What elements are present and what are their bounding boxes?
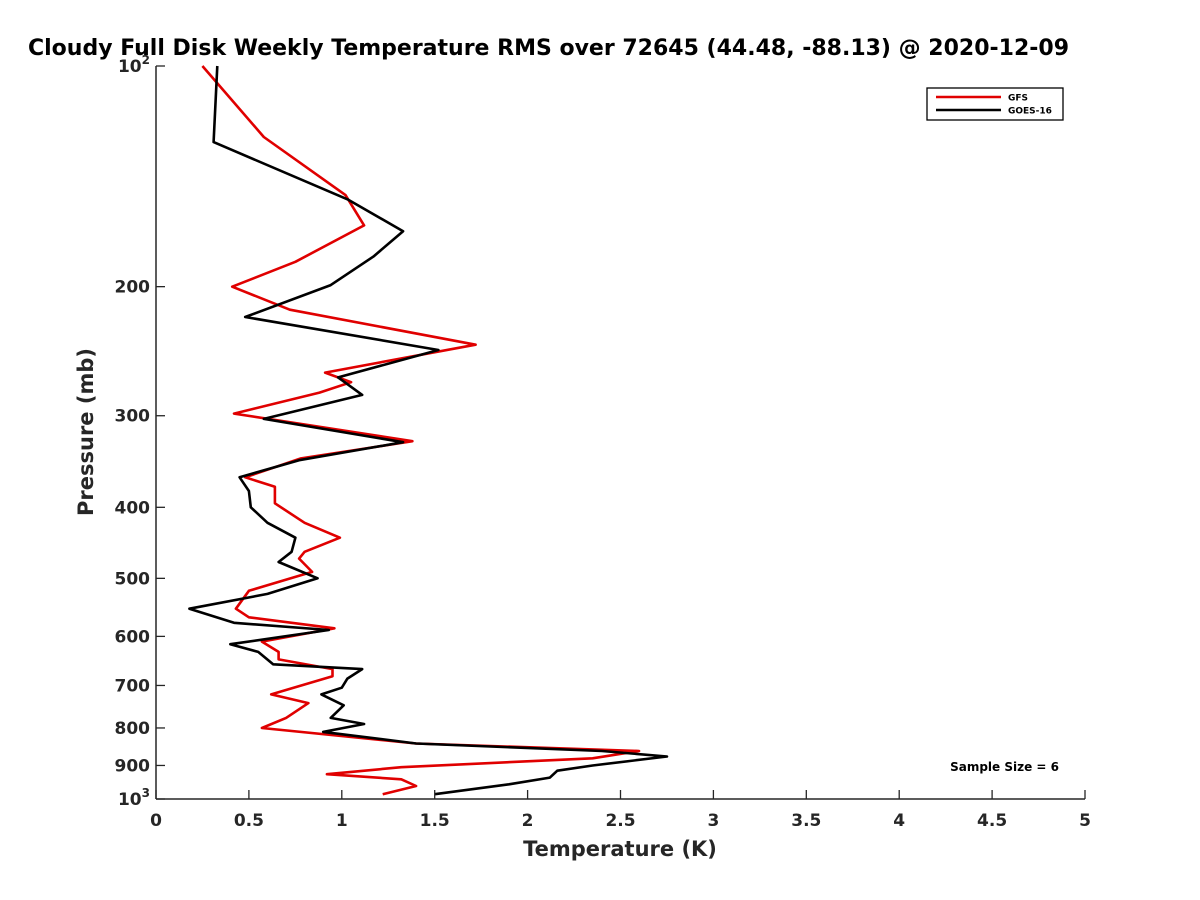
y-tick-label: 200 (115, 278, 151, 298)
y-tick-label: 900 (115, 756, 151, 776)
x-tick-label: 3 (707, 811, 719, 831)
y-tick-label: 102 (118, 53, 150, 77)
series-layer (188, 65, 669, 796)
y-tick-label: 300 (115, 407, 151, 427)
legend-label-gfs: GFS (1008, 94, 1028, 104)
series-line-gfs (201, 65, 641, 796)
series-line-goes-16 (188, 65, 669, 796)
y-tick-label: 700 (115, 676, 151, 696)
y-tick-label: 600 (115, 627, 151, 647)
legend-label-goes-16: GOES-16 (1008, 107, 1052, 117)
y-axis-label: Pressure (mb) (74, 348, 98, 516)
x-tick-label: 4.5 (977, 811, 1007, 831)
x-tick-label: 3.5 (791, 811, 821, 831)
y-tick-label: 103 (118, 786, 150, 810)
sample-size-annotation: Sample Size = 6 (950, 760, 1059, 774)
legend: GFS GOES-16 (926, 87, 1064, 121)
x-tick-label: 2 (522, 811, 534, 831)
y-tick-label: 500 (115, 569, 151, 589)
axes: 0 0.5 1 1.5 2 2.5 3 3.5 4 4.5 5 102 200 300 400 500 600 7… (115, 53, 1091, 831)
chart-title: Cloudy Full Disk Weekly Temperature RMS … (28, 36, 1069, 61)
x-tick-label: 5 (1079, 811, 1091, 831)
x-tick-label: 0 (150, 811, 162, 831)
x-tick-label: 2.5 (605, 811, 635, 831)
x-tick-label: 0.5 (234, 811, 264, 831)
x-axis-label: Temperature (K) (523, 837, 717, 861)
x-tick-label: 1.5 (420, 811, 450, 831)
y-tick-label: 800 (115, 719, 151, 739)
legend-box (926, 87, 1064, 121)
y-tick-label: 400 (115, 498, 151, 518)
x-tick-label: 1 (336, 811, 348, 831)
x-tick-label: 4 (893, 811, 905, 831)
